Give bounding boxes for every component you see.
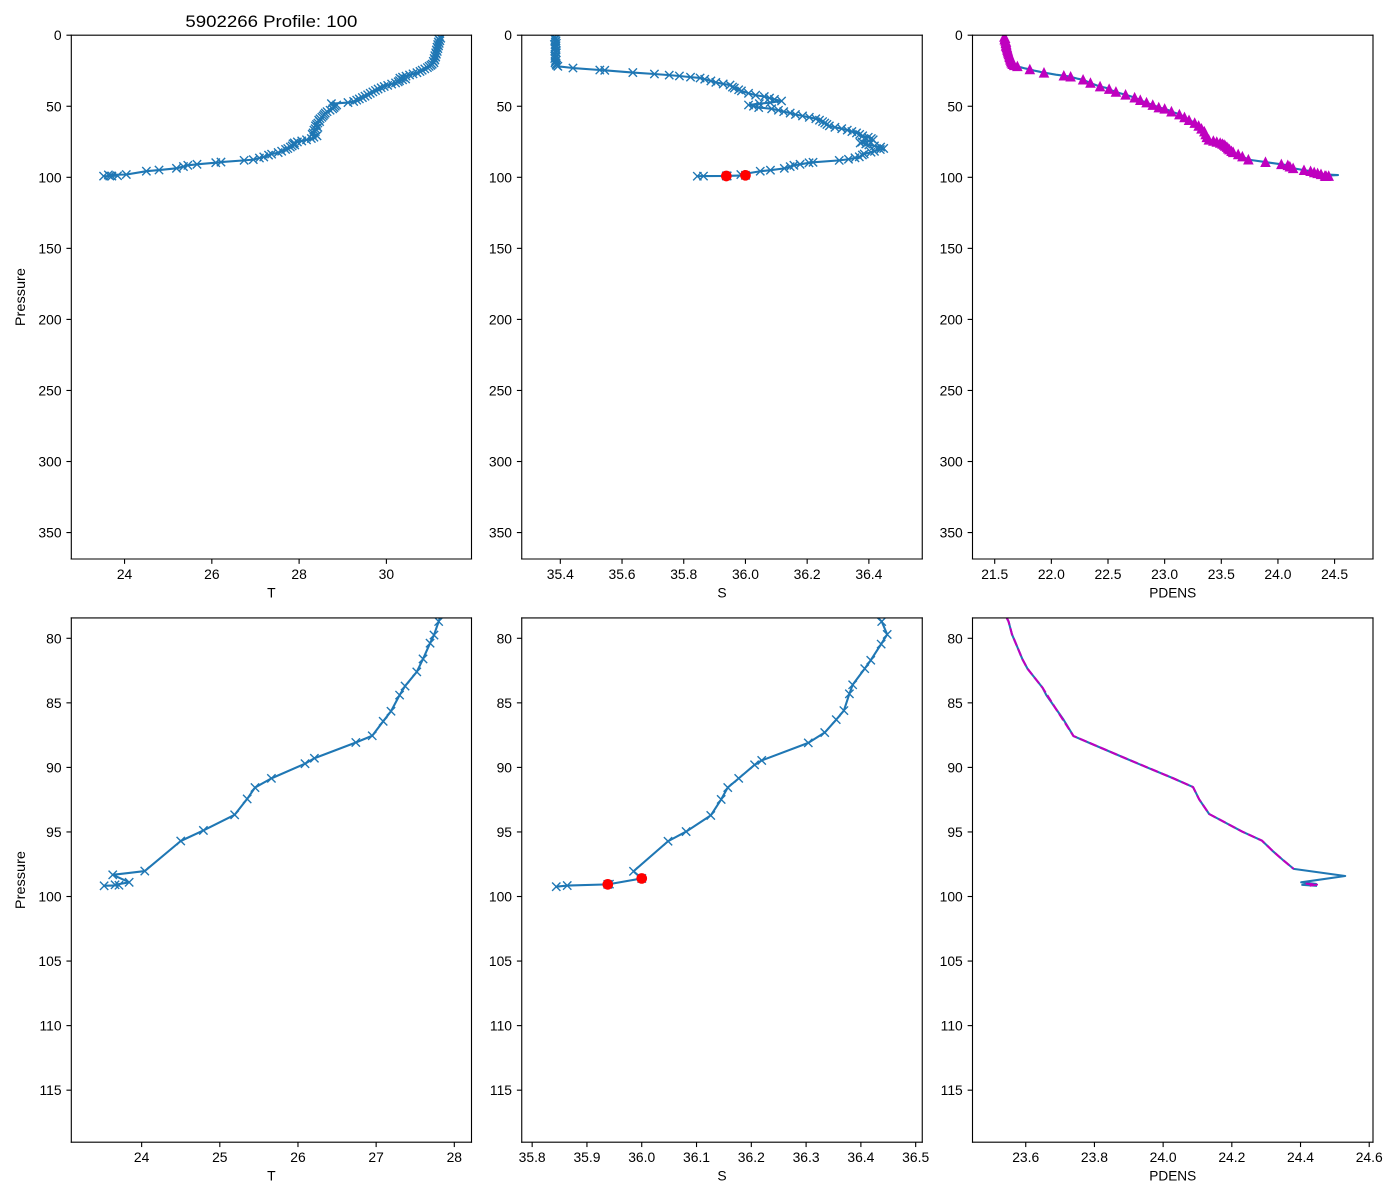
svg-text:100: 100 xyxy=(38,169,61,185)
svg-text:105: 105 xyxy=(940,953,963,969)
svg-text:22.5: 22.5 xyxy=(1094,566,1121,582)
svg-text:250: 250 xyxy=(489,382,512,398)
svg-text:85: 85 xyxy=(497,695,513,711)
svg-text:250: 250 xyxy=(38,382,61,398)
svg-text:36.4: 36.4 xyxy=(847,1149,874,1165)
svg-text:90: 90 xyxy=(497,759,513,775)
svg-text:100: 100 xyxy=(489,169,512,185)
svg-text:105: 105 xyxy=(489,953,512,969)
svg-text:300: 300 xyxy=(940,454,963,470)
svg-text:85: 85 xyxy=(46,695,62,711)
svg-text:Pressure: Pressure xyxy=(12,268,28,326)
svg-text:350: 350 xyxy=(940,525,963,541)
svg-text:21.5: 21.5 xyxy=(981,566,1008,582)
svg-text:35.8: 35.8 xyxy=(670,566,697,582)
svg-text:PDENS: PDENS xyxy=(1149,1167,1196,1183)
svg-text:PDENS: PDENS xyxy=(1149,584,1196,600)
svg-text:24.2: 24.2 xyxy=(1218,1149,1245,1165)
svg-text:115: 115 xyxy=(39,1082,61,1098)
svg-text:100: 100 xyxy=(940,169,963,185)
svg-text:90: 90 xyxy=(947,759,963,775)
svg-text:80: 80 xyxy=(497,630,513,646)
svg-text:95: 95 xyxy=(497,824,513,840)
svg-text:27: 27 xyxy=(368,1149,384,1165)
svg-text:110: 110 xyxy=(941,1018,963,1034)
svg-text:90: 90 xyxy=(46,759,62,775)
svg-text:35.4: 35.4 xyxy=(547,566,574,582)
svg-text:36.5: 36.5 xyxy=(902,1149,929,1165)
svg-text:200: 200 xyxy=(940,311,963,327)
svg-text:36.0: 36.0 xyxy=(628,1149,655,1165)
svg-text:110: 110 xyxy=(39,1018,61,1034)
svg-text:23.0: 23.0 xyxy=(1151,566,1178,582)
svg-text:350: 350 xyxy=(489,525,512,541)
svg-text:5902266 Profile: 100: 5902266 Profile: 100 xyxy=(185,12,357,31)
svg-text:300: 300 xyxy=(489,454,512,470)
svg-text:24.5: 24.5 xyxy=(1321,566,1348,582)
svg-text:26: 26 xyxy=(290,1149,306,1165)
svg-text:24.6: 24.6 xyxy=(1356,1149,1383,1165)
svg-text:200: 200 xyxy=(38,311,61,327)
svg-text:S: S xyxy=(717,584,726,600)
svg-text:T: T xyxy=(267,1167,276,1183)
svg-text:200: 200 xyxy=(489,311,512,327)
svg-text:105: 105 xyxy=(38,953,61,969)
svg-text:0: 0 xyxy=(504,27,512,43)
svg-text:24.0: 24.0 xyxy=(1150,1149,1177,1165)
svg-text:24.0: 24.0 xyxy=(1264,566,1291,582)
svg-text:250: 250 xyxy=(940,382,963,398)
svg-text:23.8: 23.8 xyxy=(1081,1149,1108,1165)
svg-text:25: 25 xyxy=(212,1149,228,1165)
svg-text:50: 50 xyxy=(46,98,62,114)
svg-text:Pressure: Pressure xyxy=(12,851,28,909)
svg-text:115: 115 xyxy=(490,1082,512,1098)
svg-text:35.8: 35.8 xyxy=(519,1149,546,1165)
svg-text:85: 85 xyxy=(947,695,963,711)
svg-text:30: 30 xyxy=(379,566,395,582)
svg-text:80: 80 xyxy=(46,630,62,646)
svg-text:36.1: 36.1 xyxy=(683,1149,710,1165)
svg-text:50: 50 xyxy=(947,98,963,114)
svg-text:0: 0 xyxy=(54,27,62,43)
svg-text:24: 24 xyxy=(134,1149,150,1165)
svg-text:28: 28 xyxy=(291,566,307,582)
svg-text:35.9: 35.9 xyxy=(573,1149,600,1165)
svg-text:36.2: 36.2 xyxy=(794,566,821,582)
svg-text:100: 100 xyxy=(38,889,61,905)
svg-text:35.6: 35.6 xyxy=(609,566,636,582)
svg-text:50: 50 xyxy=(497,98,513,114)
svg-text:100: 100 xyxy=(489,889,512,905)
svg-text:26: 26 xyxy=(204,566,220,582)
svg-text:150: 150 xyxy=(38,240,61,256)
svg-text:95: 95 xyxy=(46,824,62,840)
svg-text:24.4: 24.4 xyxy=(1287,1149,1314,1165)
svg-text:95: 95 xyxy=(947,824,963,840)
svg-text:S: S xyxy=(717,1167,726,1183)
svg-text:36.0: 36.0 xyxy=(732,566,759,582)
svg-text:36.4: 36.4 xyxy=(855,566,882,582)
svg-text:300: 300 xyxy=(38,454,61,470)
svg-text:24: 24 xyxy=(117,566,133,582)
svg-text:36.2: 36.2 xyxy=(738,1149,765,1165)
svg-text:28: 28 xyxy=(447,1149,463,1165)
svg-text:23.5: 23.5 xyxy=(1208,566,1235,582)
svg-text:23.6: 23.6 xyxy=(1012,1149,1039,1165)
svg-text:0: 0 xyxy=(955,27,963,43)
svg-text:150: 150 xyxy=(940,240,963,256)
svg-text:350: 350 xyxy=(38,525,61,541)
svg-text:115: 115 xyxy=(941,1082,963,1098)
svg-text:80: 80 xyxy=(947,630,963,646)
svg-text:36.3: 36.3 xyxy=(793,1149,820,1165)
svg-text:T: T xyxy=(267,584,276,600)
svg-text:150: 150 xyxy=(489,240,512,256)
svg-text:22.0: 22.0 xyxy=(1038,566,1065,582)
svg-text:110: 110 xyxy=(490,1018,512,1034)
svg-text:100: 100 xyxy=(940,889,963,905)
